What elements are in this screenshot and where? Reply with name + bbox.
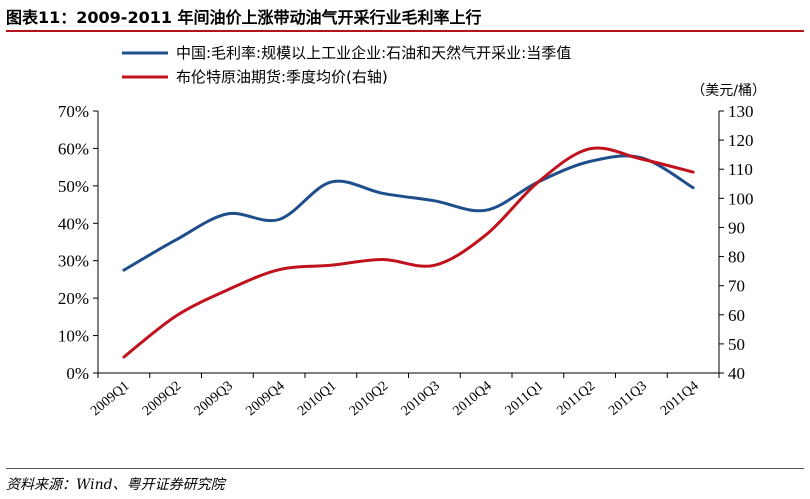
right-tick-label: 90 bbox=[728, 218, 745, 237]
right-tick-label: 40 bbox=[728, 364, 745, 383]
left-tick-label: 10% bbox=[58, 327, 89, 346]
x-tick-label: 2011Q4 bbox=[658, 379, 702, 419]
left-tick-label: 0% bbox=[66, 364, 89, 383]
right-axis-unit: （美元/桶） bbox=[691, 83, 766, 99]
left-tick-label: 70% bbox=[58, 102, 89, 121]
left-tick-label: 50% bbox=[58, 177, 89, 196]
x-tick-label: 2009Q4 bbox=[243, 379, 287, 419]
right-tick-label: 70 bbox=[728, 277, 745, 296]
figure-title: 图表11：2009-2011 年间油价上涨带动油气开采行业毛利率上行 bbox=[6, 8, 482, 27]
brent-price-line bbox=[122, 146, 695, 359]
x-tick-label: 2009Q2 bbox=[140, 379, 184, 419]
legend-label: 中国:毛利率:规模以上工业企业:石油和天然气开采业:当季值 bbox=[176, 44, 571, 62]
x-tick-label: 2010Q3 bbox=[399, 379, 443, 419]
left-tick-label: 30% bbox=[58, 252, 89, 271]
x-tick-label: 2010Q4 bbox=[450, 379, 494, 419]
right-tick-label: 100 bbox=[728, 189, 754, 208]
right-tick-label: 120 bbox=[728, 131, 754, 150]
legend-label: 布伦特原油期货:季度均价(右轴) bbox=[176, 68, 388, 86]
right-tick-label: 110 bbox=[728, 160, 753, 179]
source-divider bbox=[6, 468, 804, 469]
x-tick-label: 2009Q1 bbox=[88, 379, 132, 419]
gross-margin-line bbox=[122, 154, 695, 272]
right-tick-label: 60 bbox=[728, 306, 745, 325]
source-note: 资料来源：Wind、粤开证券研究院 bbox=[6, 477, 225, 493]
left-tick-label: 40% bbox=[58, 214, 89, 233]
title-divider bbox=[6, 30, 804, 32]
left-tick-label: 20% bbox=[58, 289, 89, 308]
right-tick-label: 80 bbox=[728, 248, 745, 267]
x-tick-label: 2011Q2 bbox=[554, 379, 598, 419]
x-tick-label: 2011Q3 bbox=[606, 379, 650, 419]
right-tick-label: 50 bbox=[728, 335, 745, 354]
left-tick-label: 60% bbox=[58, 139, 89, 158]
x-tick-label: 2010Q1 bbox=[295, 379, 339, 419]
x-tick-label: 2011Q1 bbox=[503, 379, 547, 419]
right-tick-label: 130 bbox=[728, 102, 754, 121]
x-tick-label: 2009Q3 bbox=[192, 379, 236, 419]
x-tick-label: 2010Q2 bbox=[347, 379, 391, 419]
